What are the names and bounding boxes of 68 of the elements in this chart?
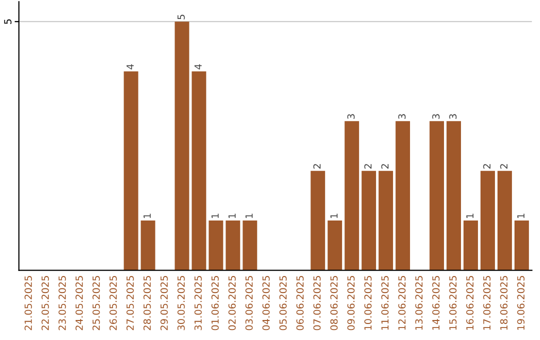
x-tick-label: 04.06.2025 xyxy=(262,276,270,330)
bar xyxy=(446,121,461,270)
data-label: 3 xyxy=(432,114,440,119)
x-tick-label: 06.06.2025 xyxy=(296,276,304,330)
bar xyxy=(344,121,360,270)
bar xyxy=(124,71,138,270)
x-tick-label: 18.06.2025 xyxy=(500,276,508,330)
data-label: 3 xyxy=(398,114,406,119)
bar xyxy=(378,170,394,270)
x-tick-label: 28.05.2025 xyxy=(143,276,151,330)
x-tick-label: 03.06.2025 xyxy=(245,276,253,330)
x-tick-label: 31.05.2025 xyxy=(194,276,202,330)
bar xyxy=(362,170,376,270)
data-label: 1 xyxy=(517,214,524,218)
x-tick-label: 09.06.2025 xyxy=(347,276,355,330)
bar xyxy=(226,220,240,270)
x-tick-label: 08.06.2025 xyxy=(330,276,338,330)
x-tick-label: 07.06.2025 xyxy=(313,276,321,330)
data-label: 1 xyxy=(212,214,219,218)
x-tick-label: 29.05.2025 xyxy=(160,276,168,330)
data-label: 1 xyxy=(466,214,474,218)
bar xyxy=(192,71,206,270)
x-tick-label: 14.06.2025 xyxy=(432,276,440,330)
data-label: 4 xyxy=(126,64,134,70)
bar xyxy=(242,220,258,270)
x-tick-label: 21.05.2025 xyxy=(24,276,32,330)
x-tick-label: 17.06.2025 xyxy=(483,276,491,330)
x-tick-label: 22.05.2025 xyxy=(42,276,49,330)
x-tick-label: 25.05.2025 xyxy=(92,276,100,330)
x-tick-label: 10.06.2025 xyxy=(364,276,372,330)
x-tick-label: 26.05.2025 xyxy=(109,276,117,330)
bar xyxy=(498,170,512,270)
bar xyxy=(464,220,478,270)
x-tick-label: 11.06.2025 xyxy=(381,276,389,330)
bar xyxy=(328,220,342,270)
bar xyxy=(430,121,444,270)
data-label: 5 xyxy=(178,14,185,20)
x-tick-label: 30.05.2025 xyxy=(177,276,185,330)
x-tick-label: 05.06.2025 xyxy=(279,276,287,330)
x-tick-label: 13.06.2025 xyxy=(415,276,423,330)
x-tick-label: 27.05.2025 xyxy=(126,276,134,330)
bar xyxy=(514,220,529,270)
x-tick-label: 15.06.2025 xyxy=(449,276,457,330)
data-label: 1 xyxy=(246,214,253,218)
data-label: 1 xyxy=(330,214,338,218)
x-tick-label: 12.06.2025 xyxy=(398,276,406,330)
x-tick-label: 16.06.2025 xyxy=(466,276,474,330)
bar xyxy=(396,121,410,270)
data-label: 2 xyxy=(381,164,388,169)
data-label: 3 xyxy=(347,114,355,119)
bar xyxy=(140,220,156,270)
data-label: 1 xyxy=(144,214,151,218)
data-label: 2 xyxy=(313,164,321,169)
bar xyxy=(480,170,495,270)
x-tick-label: 02.06.2025 xyxy=(228,276,236,330)
data-label: 4 xyxy=(194,64,202,70)
x-tick-label: 19.06.2025 xyxy=(517,276,525,330)
x-tick-label: 01.06.2025 xyxy=(211,276,219,330)
data-label: 1 xyxy=(228,214,236,218)
bar xyxy=(174,22,190,270)
data-label: 2 xyxy=(500,164,508,169)
data-label: 2 xyxy=(483,164,490,169)
data-label: 2 xyxy=(364,164,372,169)
bar xyxy=(208,220,224,270)
x-tick-label: 23.05.2025 xyxy=(58,276,66,330)
data-label: 3 xyxy=(449,114,457,119)
bar xyxy=(310,170,326,270)
x-tick-label: 24.05.2025 xyxy=(76,276,83,330)
